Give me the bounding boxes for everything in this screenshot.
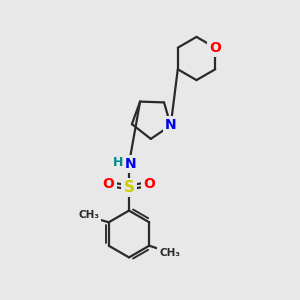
Text: O: O	[143, 177, 155, 191]
Text: O: O	[209, 41, 221, 55]
Text: N: N	[165, 118, 176, 133]
Text: O: O	[103, 177, 115, 191]
Text: S: S	[124, 180, 134, 195]
Text: CH₃: CH₃	[78, 210, 99, 220]
Text: CH₃: CH₃	[159, 248, 180, 258]
Text: N: N	[125, 157, 136, 171]
Text: H: H	[113, 156, 124, 169]
